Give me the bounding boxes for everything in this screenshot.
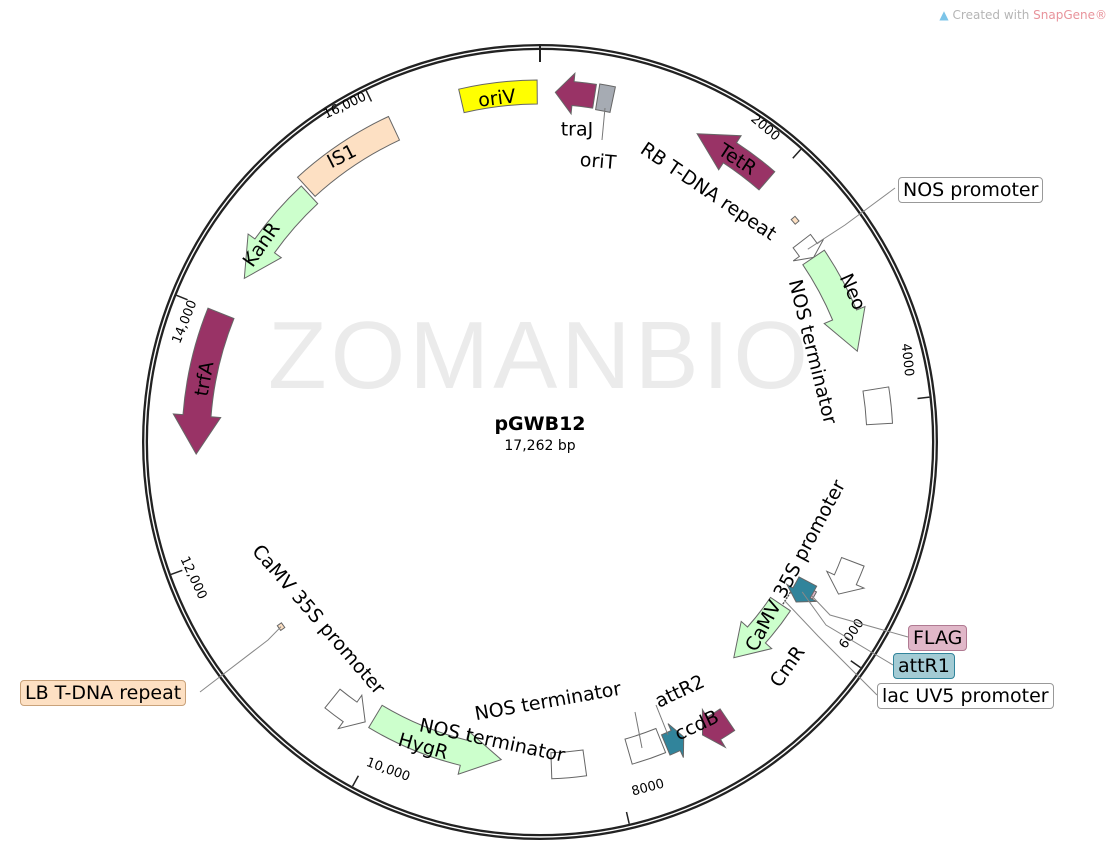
tick-label: 16,000: [321, 90, 369, 123]
tick-mark: [170, 569, 183, 576]
feature-camv-35s-promoter[interactable]: [324, 688, 366, 730]
feature-callout-nos-promoter[interactable]: NOS promoter: [898, 177, 1044, 203]
feature-label-camv-35s-promoter: CaMV 35S promoter: [247, 540, 389, 699]
feature-label-oriv: oriV: [477, 85, 517, 111]
feature-callout-flag[interactable]: FLAG: [908, 625, 968, 651]
feature-cmr[interactable]: [733, 596, 792, 659]
feature-tetr[interactable]: [696, 133, 776, 191]
tick-label: 12,000: [177, 554, 210, 602]
leader-line: [784, 600, 878, 696]
feature-rb-t-dna-repeat[interactable]: [790, 215, 800, 225]
tick-mark: [625, 811, 630, 824]
feature-camv-35s-promoter[interactable]: [825, 556, 866, 595]
feature-kanr[interactable]: [243, 185, 319, 280]
feature-nos-promoter[interactable]: [792, 233, 825, 262]
feature-label-traj: traJ: [561, 119, 594, 141]
snapgene-logo-icon: ▲: [939, 8, 949, 22]
feature-ccdb[interactable]: [701, 707, 736, 749]
feature-orit[interactable]: [595, 83, 616, 113]
tick-mark: [365, 90, 373, 102]
feature-trfa[interactable]: [172, 307, 235, 456]
credit-prefix: Created with: [952, 8, 1034, 22]
feature-neo[interactable]: [802, 249, 866, 353]
tick-mark: [850, 660, 862, 669]
tick-mark: [351, 775, 360, 787]
feature-attr2[interactable]: [660, 723, 685, 758]
leader-line: [807, 187, 896, 250]
feature-label-cmr: CmR: [766, 642, 810, 691]
feature-is1[interactable]: [296, 115, 401, 198]
tick-label: 10,000: [364, 755, 412, 785]
feature-attr1[interactable]: [785, 576, 819, 603]
tick-mark: [792, 148, 802, 159]
tick-mark: [176, 294, 188, 301]
feature-nos-terminator[interactable]: [550, 749, 588, 780]
feature-callout-lac-uv5-promoter[interactable]: lac UV5 promoter: [877, 683, 1054, 709]
tick-label: 8000: [630, 776, 666, 799]
leader-line: [811, 595, 909, 638]
feature-callout-attr1[interactable]: attR1: [893, 653, 955, 679]
feature-label-attr2: attR2: [652, 671, 708, 713]
feature-label-nos-terminator: NOS terminator: [473, 678, 623, 725]
feature-nos-terminator[interactable]: [862, 386, 894, 426]
feature-traj[interactable]: [554, 71, 597, 116]
feature-label-camv-35s-promoter: CaMV 35S promoter: [741, 476, 850, 655]
feature-nos-terminator[interactable]: [624, 727, 667, 765]
feature-callout-lb-t-dna-repeat[interactable]: LB T-DNA repeat: [20, 680, 187, 706]
watermark: ZOMANBIO: [268, 302, 812, 409]
leader-line: [634, 711, 643, 749]
leader-line: [801, 591, 894, 666]
leader-line: [655, 704, 669, 736]
tick-label: 4000: [898, 343, 916, 377]
feature-hygr[interactable]: [368, 704, 503, 775]
tick-mark: [917, 396, 930, 400]
plasmid-name: pGWB12: [494, 413, 585, 435]
tick-label: 14,000: [170, 298, 201, 346]
feature-label-orit: oriT: [579, 149, 617, 174]
feature-oriv[interactable]: [458, 79, 538, 114]
snapgene-credit: ▲ Created with SnapGene®: [939, 8, 1107, 22]
feature-label-rb-t-dna-repeat: RB T-DNA repeat: [636, 138, 780, 245]
leader-line: [199, 626, 282, 693]
plasmid-length: 17,262 bp: [504, 438, 575, 454]
leader-line: [601, 107, 606, 141]
credit-brand: SnapGene®: [1033, 8, 1107, 22]
